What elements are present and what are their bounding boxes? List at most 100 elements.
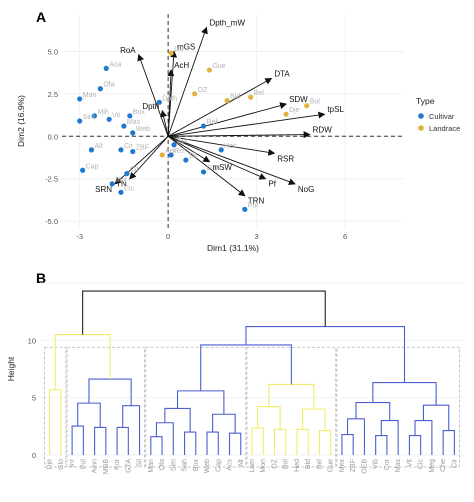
- cluster-box: [145, 346, 247, 468]
- leaf-label: OEB: [361, 459, 368, 474]
- point-label: Cic: [124, 185, 135, 192]
- point-label: Sor: [177, 138, 189, 145]
- dendrogram-link: [164, 407, 191, 433]
- point-label: Vit: [112, 112, 120, 119]
- cultivar-point: [109, 181, 115, 187]
- landrace-point: [168, 50, 174, 56]
- loading-arrow: [168, 131, 311, 139]
- landrace-point: [283, 111, 289, 117]
- leaf-label: Kor: [114, 458, 121, 470]
- leaf-label: Mas: [395, 459, 402, 473]
- y-tick-label: -5.0: [45, 217, 58, 226]
- leaf-label: Ofa: [159, 459, 166, 470]
- loading-arrow: [114, 135, 169, 185]
- cultivar-point: [171, 142, 177, 148]
- loading-label: DTA: [274, 70, 290, 79]
- leaf-label: Inr: [69, 458, 76, 467]
- point-label: Mol: [115, 177, 127, 184]
- dendrogram-axis: 0 5 10 Height: [6, 336, 36, 460]
- y-tick-label: 5.0: [48, 47, 58, 56]
- leaf-label: Cic: [418, 459, 425, 470]
- leaf-label: Cor: [384, 458, 391, 470]
- loading-label: SDW: [289, 95, 308, 104]
- leaf-label: Sah: [182, 459, 189, 472]
- loading-arrow: [168, 102, 288, 137]
- leaf-label: Che: [440, 459, 447, 472]
- cultivar-point: [121, 123, 127, 129]
- dendrogram-background: [40, 283, 464, 455]
- loading-label: RSR: [277, 154, 294, 163]
- point-label: Bol: [310, 99, 321, 106]
- dendrogram-link: [251, 427, 264, 455]
- cultivar-point: [156, 99, 162, 105]
- point-label: ZBF: [136, 145, 149, 152]
- leaf-label: Sim: [170, 459, 177, 471]
- x-tick-label: 0: [166, 232, 170, 241]
- cultivar-point: [127, 113, 133, 119]
- leaf-label: Vit: [406, 459, 413, 467]
- landrace-point: [192, 91, 198, 97]
- cultivar-point: [124, 171, 130, 177]
- point-label: Ark: [165, 148, 176, 155]
- x-axis-label: Dim1 (31.1%): [207, 243, 259, 253]
- panel-b-label: B: [36, 270, 46, 286]
- cluster-box: [246, 346, 337, 468]
- loading-arrow: [167, 135, 211, 163]
- dendrogram-link: [116, 426, 129, 455]
- point-label: Gue: [212, 63, 225, 70]
- pca-grid: [62, 14, 404, 228]
- point-label: Web: [136, 126, 150, 133]
- leaf-label: Sil: [137, 459, 144, 467]
- landrace-point: [159, 152, 165, 158]
- point-label: Lar: [174, 46, 185, 53]
- cultivar-point: [130, 148, 136, 155]
- landrace-point: [224, 98, 230, 104]
- point-label: Cit: [130, 167, 139, 174]
- leaf-label: Acs: [227, 459, 234, 471]
- dendrogram-link: [49, 389, 62, 455]
- loading-label: tpSL: [327, 105, 344, 114]
- leaf-label: Cap: [215, 459, 222, 472]
- leaf-label: Hed: [294, 459, 301, 472]
- point-label: Man: [83, 92, 97, 99]
- leaf-label: Mon: [260, 459, 267, 473]
- loading-label: Pf: [268, 180, 276, 189]
- loading-arrow: [129, 135, 169, 180]
- cultivar-point: [91, 113, 98, 119]
- cultivar-point: [118, 147, 124, 153]
- dendrogram-link: [82, 290, 326, 335]
- pca-biplot-panel: A -3 0 3 6 -5.0 -2.5 0.0 2.5 5.0 Dim1 (31.1%) Dim2…: [16, 9, 460, 253]
- cultivar-point: [130, 130, 136, 136]
- loading-arrow: [167, 135, 267, 180]
- loading-arrow: [167, 69, 175, 137]
- point-label: Sil: [189, 153, 197, 160]
- cultivar-point: [200, 169, 207, 175]
- legend: Type Cultivar Landrace: [416, 96, 460, 133]
- dendrogram-link: [341, 434, 354, 455]
- dendrogram-grid: [40, 282, 464, 456]
- cultivar-point: [242, 206, 248, 212]
- cultivar-point: [183, 157, 189, 163]
- cluster-box: [336, 346, 460, 468]
- y-axis-label: Height: [6, 356, 16, 381]
- loading-label: SRN: [95, 185, 112, 194]
- dendrogram-tree: [49, 290, 455, 455]
- cultivar-point: [106, 116, 112, 122]
- leaf-label: Web: [204, 459, 211, 473]
- loading-arrow: [168, 135, 276, 156]
- cultivar-point: [77, 96, 83, 102]
- dendrogram-link: [71, 425, 84, 455]
- loading-label: Dpth_mW: [209, 19, 245, 28]
- leaf-label: GTA: [125, 459, 132, 473]
- cultivar-point: [88, 147, 95, 153]
- leaf-label: Mex: [339, 459, 346, 473]
- dendrogram-link: [355, 402, 391, 421]
- point-label: Hec: [224, 143, 237, 150]
- point-label: OZ: [198, 87, 208, 94]
- leaf-label: Gue: [328, 459, 335, 472]
- loading-arrow: [137, 53, 169, 137]
- loading-label: AcH: [174, 61, 189, 70]
- x-tick-label: 6: [343, 232, 347, 241]
